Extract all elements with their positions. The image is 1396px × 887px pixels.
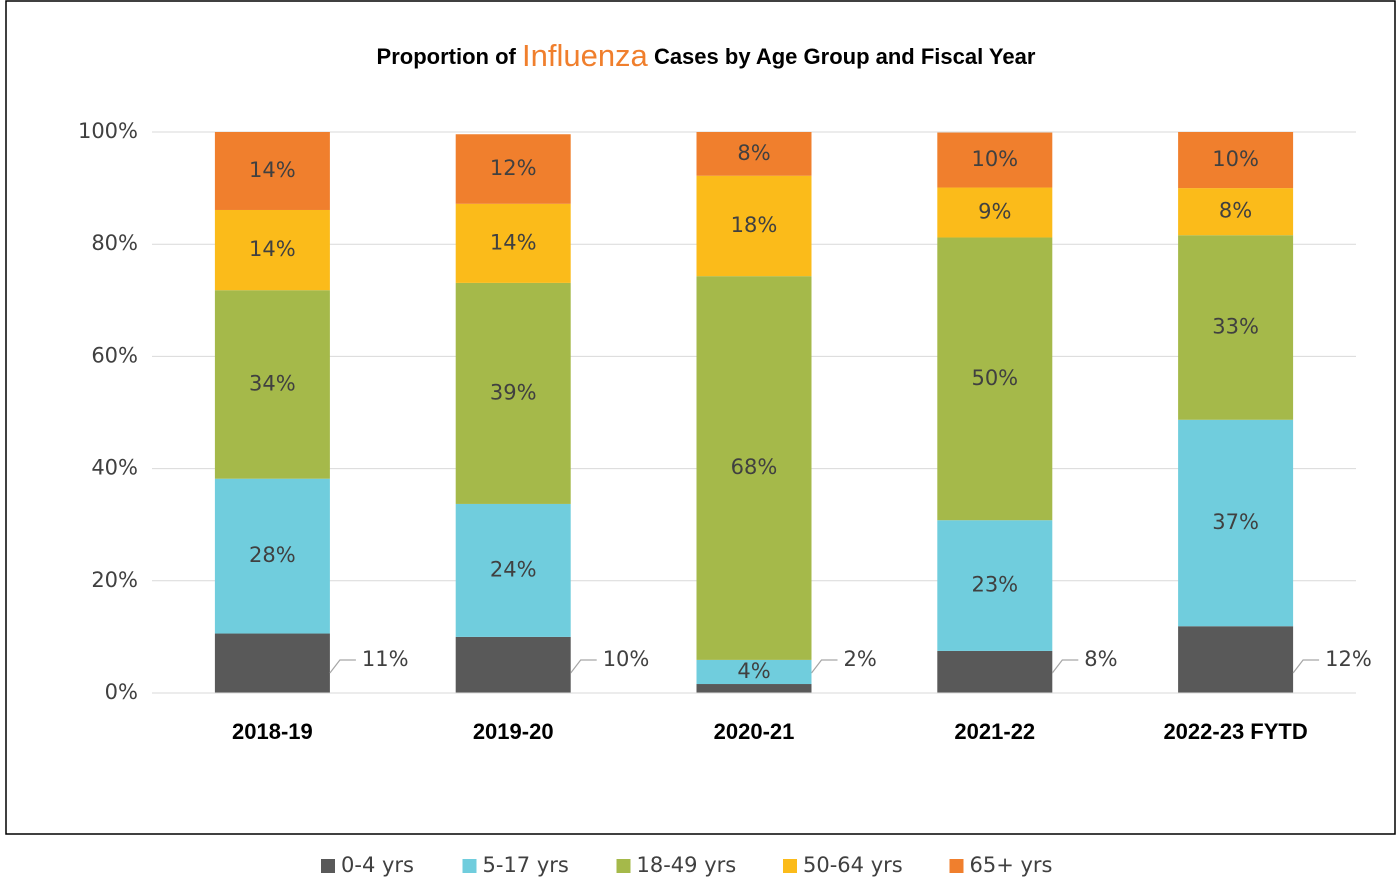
- data-label: 14%: [249, 158, 296, 182]
- title-part: Proportion of: [377, 44, 517, 69]
- data-label: 8%: [737, 141, 770, 165]
- data-label: 14%: [490, 230, 537, 254]
- bar-segment: [937, 187, 1053, 238]
- x-tick-label: 2018-19: [232, 719, 313, 744]
- x-tick-label: 2019-20: [473, 719, 554, 744]
- data-label: 33%: [1212, 315, 1259, 339]
- bar-segment: [696, 659, 812, 685]
- data-label: 18%: [731, 213, 778, 237]
- y-tick-label: 20%: [91, 568, 138, 592]
- y-tick-label: 100%: [78, 119, 138, 143]
- y-tick-label: 60%: [91, 343, 138, 367]
- legend-label: 18-49 yrs: [637, 853, 737, 877]
- data-label: 37%: [1212, 510, 1259, 534]
- data-label: 28%: [249, 543, 296, 567]
- legend-swatch: [783, 859, 797, 873]
- x-tick-label: 2020-21: [714, 719, 795, 744]
- y-tick-label: 0%: [105, 680, 138, 704]
- bar-segment: [696, 175, 812, 277]
- bar-segment: [696, 132, 812, 176]
- data-label: 14%: [249, 237, 296, 261]
- bar-segment: [455, 636, 571, 693]
- data-label: 12%: [490, 156, 537, 180]
- legend-label: 65+ yrs: [970, 853, 1053, 877]
- bar-segment: [455, 282, 571, 504]
- bar-segment: [1178, 132, 1294, 189]
- legend-swatch: [462, 859, 477, 873]
- data-label: 8%: [1084, 647, 1117, 671]
- leader-line: [1051, 659, 1079, 674]
- data-label: 12%: [1325, 647, 1372, 671]
- leader-line: [1292, 659, 1320, 674]
- legend-swatch: [321, 859, 335, 873]
- bar-segment: [214, 290, 330, 479]
- data-label: 68%: [731, 455, 778, 479]
- data-label: 4%: [737, 659, 770, 683]
- bar-segment: [1178, 235, 1294, 420]
- bar-segment: [937, 132, 1053, 188]
- bar-segment: [937, 650, 1053, 693]
- bar-segment: [937, 237, 1053, 521]
- bar-segment: [1178, 626, 1294, 693]
- bar-segment: [214, 478, 330, 634]
- y-tick-label: 40%: [91, 456, 138, 480]
- title-highlight: Influenza: [522, 38, 649, 73]
- bar-segment: [1178, 188, 1294, 236]
- legend-label: 50-64 yrs: [803, 853, 903, 877]
- legend-label: 0-4 yrs: [341, 853, 414, 877]
- x-tick-label: 2021-22: [954, 719, 1035, 744]
- data-label: 34%: [249, 371, 296, 395]
- data-label: 24%: [490, 557, 537, 581]
- bar-segment: [214, 209, 330, 291]
- data-label: 11%: [362, 647, 409, 671]
- data-label: 2%: [844, 647, 877, 671]
- chart-title: Proportion of Influenza Cases by Age Gro…: [377, 38, 1036, 73]
- bar-segment: [214, 633, 330, 693]
- data-label: 10%: [971, 147, 1018, 171]
- title-part: Cases by Age Group and Fiscal Year: [654, 44, 1036, 69]
- bar-segment: [937, 520, 1053, 651]
- data-label: 8%: [1219, 199, 1252, 223]
- leader-line: [570, 659, 597, 674]
- legend-swatch: [616, 859, 631, 873]
- data-label: 50%: [971, 366, 1018, 390]
- legend-swatch: [949, 859, 964, 873]
- x-tick-label: 2022-23 FYTD: [1163, 719, 1307, 744]
- data-label: 39%: [490, 380, 537, 404]
- leader-line: [811, 659, 838, 674]
- bar-segment: [455, 503, 571, 637]
- bar-segment: [696, 684, 812, 693]
- bar-segment: [455, 134, 571, 204]
- bar-segment: [455, 203, 571, 283]
- legend-label: 5-17 yrs: [483, 853, 569, 877]
- data-label: 23%: [971, 573, 1018, 597]
- bar-segment: [696, 276, 812, 660]
- data-label: 9%: [978, 200, 1011, 224]
- bar-segment: [214, 132, 330, 210]
- y-tick-label: 80%: [91, 231, 138, 255]
- data-label: 10%: [603, 647, 650, 671]
- leader-line: [329, 659, 356, 674]
- data-label: 10%: [1212, 147, 1259, 171]
- bar-segment: [1178, 419, 1294, 627]
